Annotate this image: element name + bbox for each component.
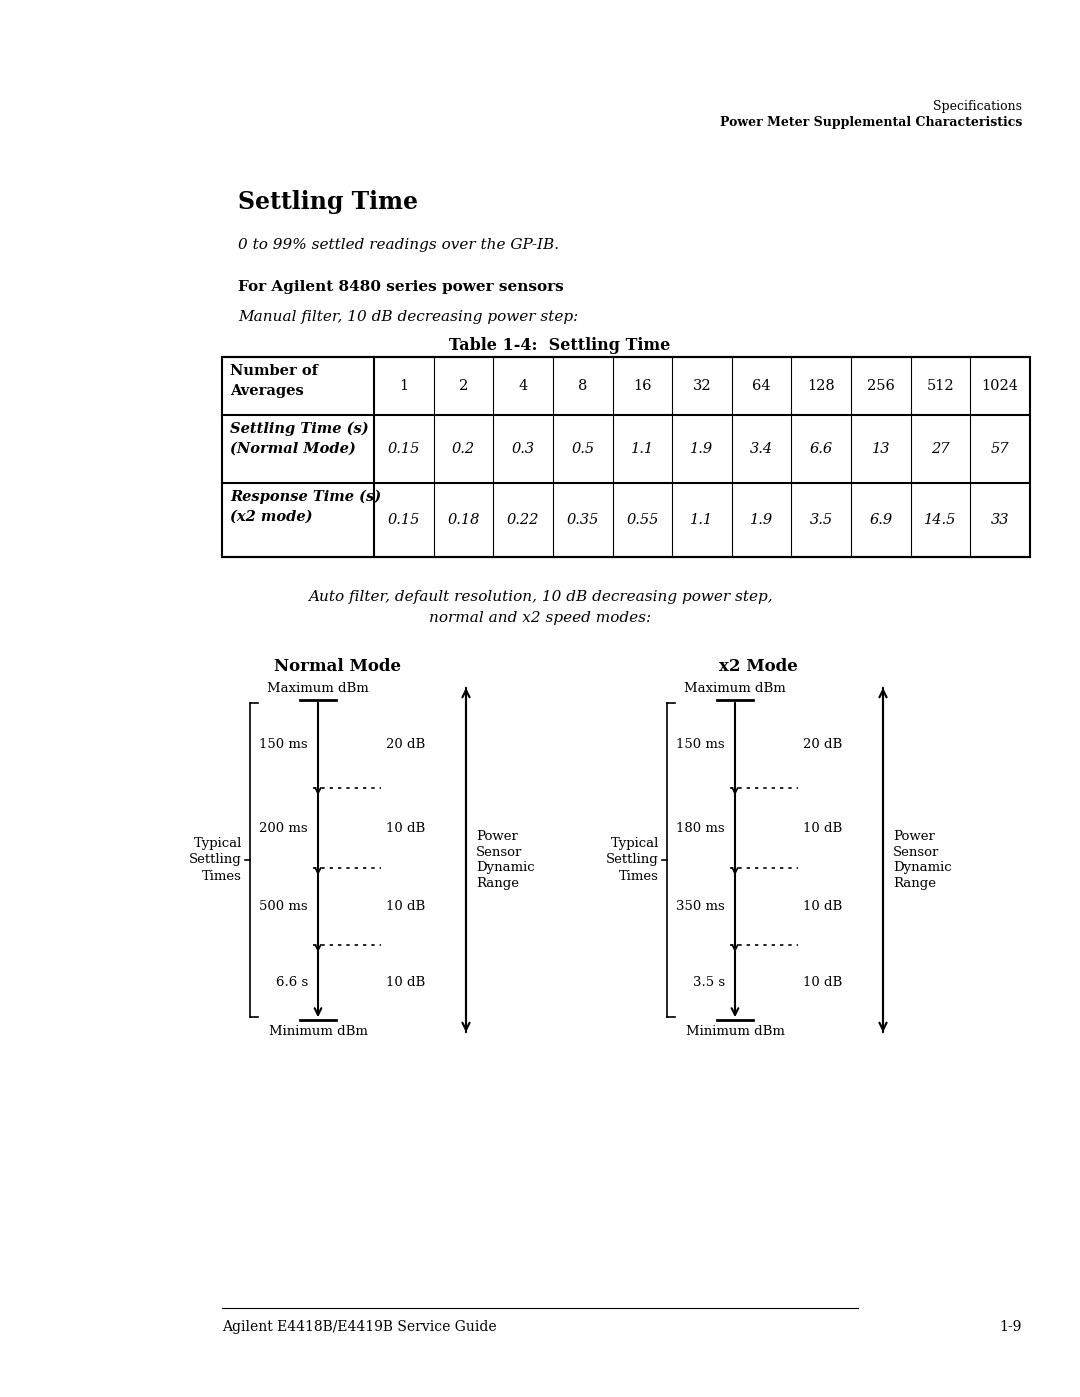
Text: Power Meter Supplemental Characteristics: Power Meter Supplemental Characteristics [719,116,1022,129]
Text: 10 dB: 10 dB [804,821,842,834]
Text: 0.35: 0.35 [567,513,599,527]
Text: 10 dB: 10 dB [386,821,426,834]
Text: Typical
Settling
Times: Typical Settling Times [606,837,659,883]
Text: 180 ms: 180 ms [676,821,725,834]
Text: 0.15: 0.15 [388,441,420,455]
Text: 1.9: 1.9 [690,441,714,455]
Text: 10 dB: 10 dB [386,977,426,989]
Text: Response Time (s)
(x2 mode): Response Time (s) (x2 mode) [230,490,381,524]
Text: Agilent E4418B/E4419B Service Guide: Agilent E4418B/E4419B Service Guide [222,1320,497,1334]
Bar [222,358,1030,557]
Text: 33: 33 [991,513,1010,527]
Text: 3.5: 3.5 [810,513,833,527]
Text: Auto filter, default resolution, 10 dB decreasing power step,
normal and x2 spee: Auto filter, default resolution, 10 dB d… [308,590,772,624]
Text: 6.9: 6.9 [869,513,892,527]
Text: 1.1: 1.1 [631,441,653,455]
Text: 256: 256 [867,379,895,393]
Text: 0.18: 0.18 [447,513,480,527]
Text: 10 dB: 10 dB [804,900,842,914]
Text: 1.1: 1.1 [690,513,714,527]
Text: Typical
Settling
Times: Typical Settling Times [189,837,242,883]
Text: 350 ms: 350 ms [676,900,725,914]
Text: 13: 13 [872,441,890,455]
Text: 10 dB: 10 dB [386,900,426,914]
Text: 0.15: 0.15 [388,513,420,527]
Text: Number of
Averages: Number of Averages [230,365,318,398]
Text: 6.6: 6.6 [810,441,833,455]
Text: 8: 8 [578,379,588,393]
Text: 2: 2 [459,379,468,393]
Text: 27: 27 [931,441,949,455]
Text: 0.5: 0.5 [571,441,594,455]
Text: Normal Mode: Normal Mode [274,658,402,675]
Text: Minimum dBm: Minimum dBm [686,1025,784,1038]
Text: 1-9: 1-9 [1000,1320,1022,1334]
Text: 150 ms: 150 ms [676,738,725,750]
Text: 1024: 1024 [982,379,1018,393]
Text: Settling Time: Settling Time [238,190,418,214]
Text: Minimum dBm: Minimum dBm [269,1025,367,1038]
Text: x2 Mode: x2 Mode [718,658,797,675]
Text: 150 ms: 150 ms [259,738,308,750]
Text: 6.6 s: 6.6 s [275,977,308,989]
Text: 64: 64 [753,379,771,393]
Text: 0.22: 0.22 [507,513,539,527]
Text: 1.9: 1.9 [751,513,773,527]
Text: 20 dB: 20 dB [804,738,842,750]
Text: 32: 32 [692,379,712,393]
Text: Specifications: Specifications [933,101,1022,113]
Text: 20 dB: 20 dB [386,738,426,750]
Text: 0.55: 0.55 [626,513,659,527]
Text: Settling Time (s)
(Normal Mode): Settling Time (s) (Normal Mode) [230,422,368,455]
Text: 0.3: 0.3 [512,441,535,455]
Text: For Agilent 8480 series power sensors: For Agilent 8480 series power sensors [238,279,564,293]
Text: 512: 512 [927,379,955,393]
Text: 57: 57 [991,441,1010,455]
Text: Power
Sensor
Dynamic
Range: Power Sensor Dynamic Range [476,830,535,890]
Text: 0.2: 0.2 [451,441,475,455]
Text: 10 dB: 10 dB [804,977,842,989]
Text: Manual filter, 10 dB decreasing power step:: Manual filter, 10 dB decreasing power st… [238,310,578,324]
Text: 0 to 99% settled readings over the GP-IB.: 0 to 99% settled readings over the GP-IB… [238,237,559,251]
Text: Power
Sensor
Dynamic
Range: Power Sensor Dynamic Range [893,830,951,890]
Text: 4: 4 [518,379,528,393]
Text: Maximum dBm: Maximum dBm [267,682,369,694]
Text: 500 ms: 500 ms [259,900,308,914]
Text: 14.5: 14.5 [924,513,957,527]
Text: 3.5 s: 3.5 s [693,977,725,989]
Text: 128: 128 [808,379,835,393]
Text: Table 1-4:  Settling Time: Table 1-4: Settling Time [449,337,671,353]
Text: Maximum dBm: Maximum dBm [684,682,786,694]
Text: 16: 16 [633,379,651,393]
Text: 3.4: 3.4 [751,441,773,455]
Text: 200 ms: 200 ms [259,821,308,834]
Text: 1: 1 [400,379,408,393]
